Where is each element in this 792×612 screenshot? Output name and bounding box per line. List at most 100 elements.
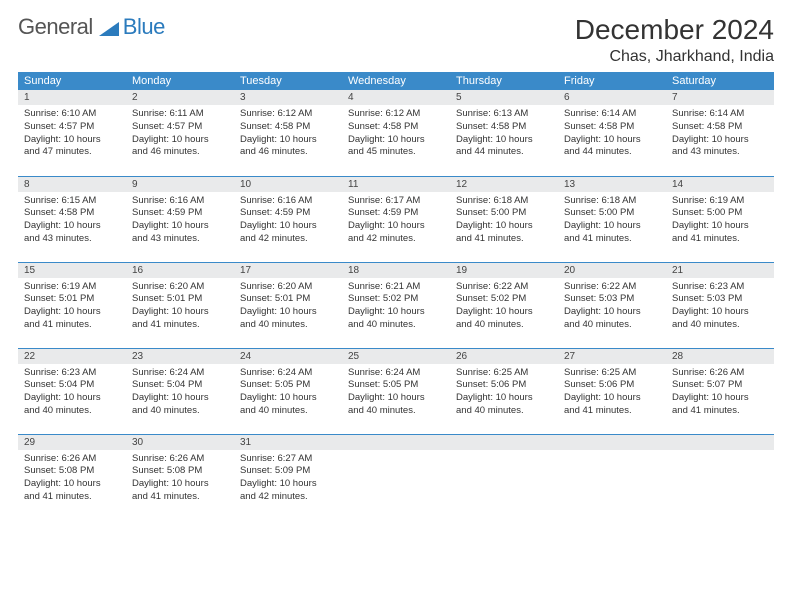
- daylight2-text: and 40 minutes.: [672, 319, 768, 332]
- sunrise-text: Sunrise: 6:26 AM: [132, 453, 228, 466]
- daylight2-text: and 40 minutes.: [240, 405, 336, 418]
- day-details: Sunrise: 6:23 AMSunset: 5:03 PMDaylight:…: [666, 278, 774, 338]
- calendar-day-cell: 18Sunrise: 6:21 AMSunset: 5:02 PMDayligh…: [342, 262, 450, 348]
- sunset-text: Sunset: 5:02 PM: [348, 293, 444, 306]
- day-details: Sunrise: 6:13 AMSunset: 4:58 PMDaylight:…: [450, 105, 558, 165]
- sunrise-text: Sunrise: 6:10 AM: [24, 108, 120, 121]
- day-number: 25: [342, 349, 450, 364]
- daylight1-text: Daylight: 10 hours: [132, 478, 228, 491]
- sunrise-text: Sunrise: 6:25 AM: [564, 367, 660, 380]
- calendar-page: General Blue December 2024 Chas, Jharkha…: [0, 0, 792, 534]
- calendar-day-cell: 11Sunrise: 6:17 AMSunset: 4:59 PMDayligh…: [342, 176, 450, 262]
- day-number: 17: [234, 263, 342, 278]
- sunrise-text: Sunrise: 6:14 AM: [564, 108, 660, 121]
- day-details: Sunrise: 6:26 AMSunset: 5:08 PMDaylight:…: [126, 450, 234, 510]
- sunset-text: Sunset: 5:00 PM: [456, 207, 552, 220]
- calendar-day-cell: 12Sunrise: 6:18 AMSunset: 5:00 PMDayligh…: [450, 176, 558, 262]
- day-number: 7: [666, 90, 774, 105]
- sunrise-text: Sunrise: 6:20 AM: [132, 281, 228, 294]
- calendar-day-cell: 22Sunrise: 6:23 AMSunset: 5:04 PMDayligh…: [18, 348, 126, 434]
- calendar-day-cell: 7Sunrise: 6:14 AMSunset: 4:58 PMDaylight…: [666, 90, 774, 176]
- day-details: Sunrise: 6:26 AMSunset: 5:07 PMDaylight:…: [666, 364, 774, 424]
- sunset-text: Sunset: 5:08 PM: [132, 465, 228, 478]
- day-number: 20: [558, 263, 666, 278]
- day-number: 30: [126, 435, 234, 450]
- daylight2-text: and 41 minutes.: [564, 233, 660, 246]
- calendar-day-cell: 28Sunrise: 6:26 AMSunset: 5:07 PMDayligh…: [666, 348, 774, 434]
- sunrise-text: Sunrise: 6:14 AM: [672, 108, 768, 121]
- weekday-header: Friday: [558, 72, 666, 90]
- calendar-day-cell: 23Sunrise: 6:24 AMSunset: 5:04 PMDayligh…: [126, 348, 234, 434]
- day-number: [666, 435, 774, 450]
- day-number: 3: [234, 90, 342, 105]
- day-details: Sunrise: 6:24 AMSunset: 5:04 PMDaylight:…: [126, 364, 234, 424]
- sunrise-text: Sunrise: 6:18 AM: [456, 195, 552, 208]
- daylight1-text: Daylight: 10 hours: [672, 306, 768, 319]
- day-details: Sunrise: 6:19 AMSunset: 5:01 PMDaylight:…: [18, 278, 126, 338]
- day-number: [558, 435, 666, 450]
- daylight1-text: Daylight: 10 hours: [564, 220, 660, 233]
- location: Chas, Jharkhand, India: [575, 48, 774, 66]
- day-details: Sunrise: 6:14 AMSunset: 4:58 PMDaylight:…: [558, 105, 666, 165]
- daylight1-text: Daylight: 10 hours: [24, 478, 120, 491]
- daylight1-text: Daylight: 10 hours: [132, 134, 228, 147]
- calendar-day-cell: 26Sunrise: 6:25 AMSunset: 5:06 PMDayligh…: [450, 348, 558, 434]
- sunrise-text: Sunrise: 6:26 AM: [24, 453, 120, 466]
- sunset-text: Sunset: 5:04 PM: [24, 379, 120, 392]
- day-number: 27: [558, 349, 666, 364]
- daylight1-text: Daylight: 10 hours: [456, 220, 552, 233]
- calendar-week-row: 1Sunrise: 6:10 AMSunset: 4:57 PMDaylight…: [18, 90, 774, 176]
- daylight1-text: Daylight: 10 hours: [348, 306, 444, 319]
- weekday-header: Monday: [126, 72, 234, 90]
- sunrise-text: Sunrise: 6:26 AM: [672, 367, 768, 380]
- day-details: Sunrise: 6:10 AMSunset: 4:57 PMDaylight:…: [18, 105, 126, 165]
- calendar-day-cell: 21Sunrise: 6:23 AMSunset: 5:03 PMDayligh…: [666, 262, 774, 348]
- calendar-day-cell: 17Sunrise: 6:20 AMSunset: 5:01 PMDayligh…: [234, 262, 342, 348]
- calendar-day-cell: 15Sunrise: 6:19 AMSunset: 5:01 PMDayligh…: [18, 262, 126, 348]
- day-details: Sunrise: 6:22 AMSunset: 5:02 PMDaylight:…: [450, 278, 558, 338]
- sunset-text: Sunset: 5:01 PM: [240, 293, 336, 306]
- daylight2-text: and 43 minutes.: [24, 233, 120, 246]
- day-details: [558, 450, 666, 500]
- daylight2-text: and 41 minutes.: [456, 233, 552, 246]
- day-number: 6: [558, 90, 666, 105]
- daylight1-text: Daylight: 10 hours: [240, 134, 336, 147]
- day-number: 29: [18, 435, 126, 450]
- daylight2-text: and 41 minutes.: [564, 405, 660, 418]
- sunrise-text: Sunrise: 6:24 AM: [132, 367, 228, 380]
- day-number: 15: [18, 263, 126, 278]
- daylight2-text: and 40 minutes.: [132, 405, 228, 418]
- sunset-text: Sunset: 5:03 PM: [564, 293, 660, 306]
- daylight2-text: and 42 minutes.: [348, 233, 444, 246]
- calendar-day-cell: [558, 434, 666, 520]
- calendar-day-cell: 14Sunrise: 6:19 AMSunset: 5:00 PMDayligh…: [666, 176, 774, 262]
- sunrise-text: Sunrise: 6:23 AM: [672, 281, 768, 294]
- daylight1-text: Daylight: 10 hours: [348, 134, 444, 147]
- sunset-text: Sunset: 5:01 PM: [24, 293, 120, 306]
- calendar-day-cell: 24Sunrise: 6:24 AMSunset: 5:05 PMDayligh…: [234, 348, 342, 434]
- daylight1-text: Daylight: 10 hours: [456, 392, 552, 405]
- day-details: Sunrise: 6:21 AMSunset: 5:02 PMDaylight:…: [342, 278, 450, 338]
- sunrise-text: Sunrise: 6:19 AM: [672, 195, 768, 208]
- calendar-day-cell: 1Sunrise: 6:10 AMSunset: 4:57 PMDaylight…: [18, 90, 126, 176]
- calendar-day-cell: [450, 434, 558, 520]
- daylight2-text: and 43 minutes.: [132, 233, 228, 246]
- daylight2-text: and 41 minutes.: [672, 233, 768, 246]
- daylight2-text: and 46 minutes.: [132, 146, 228, 159]
- day-details: Sunrise: 6:18 AMSunset: 5:00 PMDaylight:…: [558, 192, 666, 252]
- sunrise-text: Sunrise: 6:24 AM: [240, 367, 336, 380]
- day-number: 4: [342, 90, 450, 105]
- sunset-text: Sunset: 5:00 PM: [672, 207, 768, 220]
- logo-text-blue: Blue: [123, 14, 165, 40]
- calendar-day-cell: 2Sunrise: 6:11 AMSunset: 4:57 PMDaylight…: [126, 90, 234, 176]
- sunset-text: Sunset: 4:57 PM: [24, 121, 120, 134]
- day-number: [342, 435, 450, 450]
- calendar-day-cell: 6Sunrise: 6:14 AMSunset: 4:58 PMDaylight…: [558, 90, 666, 176]
- sunrise-text: Sunrise: 6:16 AM: [132, 195, 228, 208]
- daylight2-text: and 40 minutes.: [348, 405, 444, 418]
- sunset-text: Sunset: 5:06 PM: [456, 379, 552, 392]
- weekday-header: Wednesday: [342, 72, 450, 90]
- day-number: 26: [450, 349, 558, 364]
- calendar-day-cell: 8Sunrise: 6:15 AMSunset: 4:58 PMDaylight…: [18, 176, 126, 262]
- calendar-day-cell: 25Sunrise: 6:24 AMSunset: 5:05 PMDayligh…: [342, 348, 450, 434]
